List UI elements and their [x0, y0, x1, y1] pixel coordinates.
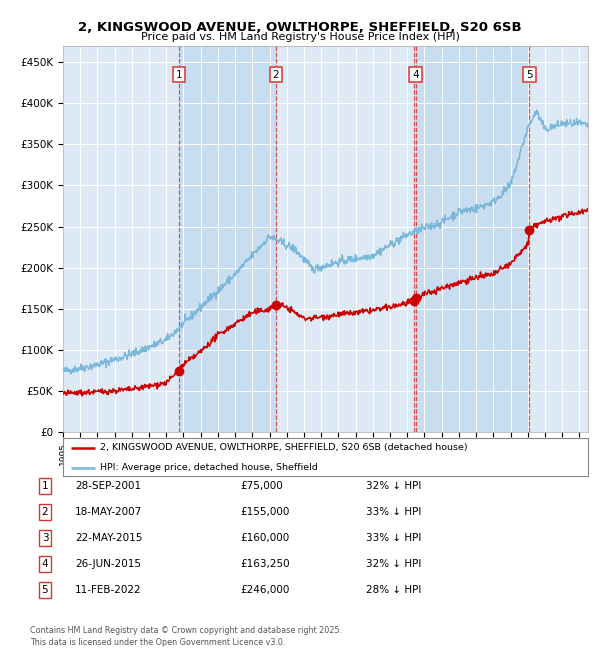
Text: £246,000: £246,000: [240, 585, 289, 595]
Text: 3: 3: [41, 533, 49, 543]
Text: 33% ↓ HPI: 33% ↓ HPI: [366, 533, 421, 543]
Text: 2: 2: [41, 507, 49, 517]
Text: 32% ↓ HPI: 32% ↓ HPI: [366, 481, 421, 491]
Text: £155,000: £155,000: [240, 507, 289, 517]
Text: HPI: Average price, detached house, Sheffield: HPI: Average price, detached house, Shef…: [100, 463, 317, 472]
Bar: [414, 46, 529, 432]
Text: 1: 1: [41, 481, 49, 491]
Text: 1: 1: [176, 70, 182, 79]
Text: 18-MAY-2007: 18-MAY-2007: [75, 507, 142, 517]
Text: 33% ↓ HPI: 33% ↓ HPI: [366, 507, 421, 517]
Text: 22-MAY-2015: 22-MAY-2015: [75, 533, 142, 543]
Text: £163,250: £163,250: [240, 559, 290, 569]
Text: 26-JUN-2015: 26-JUN-2015: [75, 559, 141, 569]
Text: 4: 4: [41, 559, 49, 569]
Text: Price paid vs. HM Land Registry's House Price Index (HPI): Price paid vs. HM Land Registry's House …: [140, 32, 460, 42]
Text: Contains HM Land Registry data © Crown copyright and database right 2025.
This d: Contains HM Land Registry data © Crown c…: [30, 626, 342, 647]
Text: 5: 5: [41, 585, 49, 595]
Bar: [179, 46, 276, 432]
Text: 4: 4: [412, 70, 419, 79]
Text: £75,000: £75,000: [240, 481, 283, 491]
Text: 5: 5: [526, 70, 533, 79]
Text: 28% ↓ HPI: 28% ↓ HPI: [366, 585, 421, 595]
Text: 2, KINGSWOOD AVENUE, OWLTHORPE, SHEFFIELD, S20 6SB (detached house): 2, KINGSWOOD AVENUE, OWLTHORPE, SHEFFIEL…: [100, 443, 467, 452]
Text: 2: 2: [272, 70, 279, 79]
Text: 28-SEP-2001: 28-SEP-2001: [75, 481, 141, 491]
Text: 11-FEB-2022: 11-FEB-2022: [75, 585, 142, 595]
Text: £160,000: £160,000: [240, 533, 289, 543]
Text: 32% ↓ HPI: 32% ↓ HPI: [366, 559, 421, 569]
Text: 2, KINGSWOOD AVENUE, OWLTHORPE, SHEFFIELD, S20 6SB: 2, KINGSWOOD AVENUE, OWLTHORPE, SHEFFIEL…: [78, 21, 522, 34]
